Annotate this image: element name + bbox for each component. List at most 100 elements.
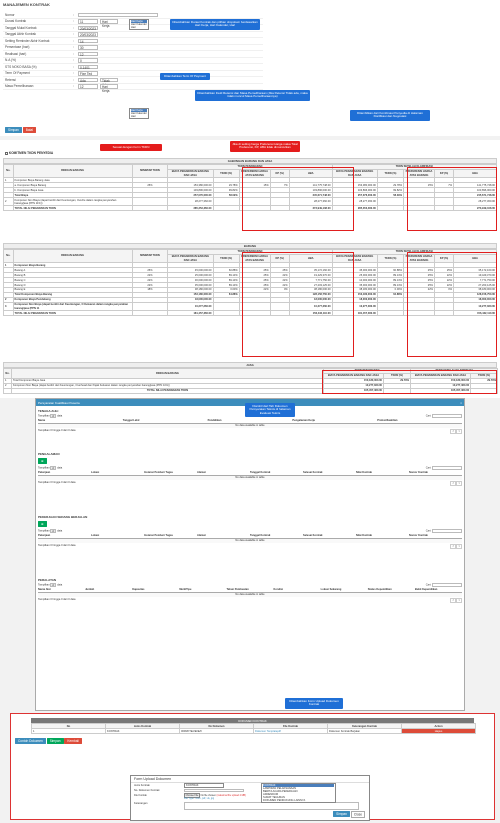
dropdown-option[interactable]: SURAT TEGURAN (263, 796, 285, 799)
dropdown-option[interactable]: DOKUMEN PENDUKUNG LAINNYA (263, 799, 306, 802)
column-header[interactable]: Alamat (197, 534, 206, 537)
column-header[interactable]: Nomor Kontrak (409, 534, 428, 537)
column-header[interactable]: Tanggal Kontrak (250, 471, 271, 474)
dropdown-option[interactable]: Hari (131, 26, 136, 29)
dropdown-option[interactable]: KONTRAK (263, 784, 334, 787)
choose-file-button[interactable]: Choose File (184, 793, 200, 798)
search-input[interactable] (432, 529, 462, 533)
keterangan-textarea[interactable] (184, 802, 359, 810)
form-input[interactable]: 0 (78, 58, 98, 63)
dropdown-option[interactable]: Hari Kalender (131, 112, 147, 115)
dropdown-option[interactable]: LAMPIRAN PELAKSANAAN (263, 787, 297, 790)
entries-select[interactable]: 10 (50, 529, 57, 533)
column-header[interactable]: Selesai Kontrak (303, 534, 323, 537)
column-header[interactable]: Merk/Tipe (179, 588, 192, 591)
jenis-select[interactable]: KONTRAK (184, 783, 224, 788)
highlight-box (242, 252, 354, 357)
column-header[interactable]: Instansi Pemberi Tugas (144, 534, 173, 537)
column-header[interactable]: Nomor Kontrak (409, 471, 428, 474)
column-header[interactable]: Pekerjaan (38, 471, 51, 474)
maintenance-dropdown[interactable]: Hari Kerja Hari Kalender Hari (129, 108, 149, 119)
cancel-button[interactable]: Batal (22, 127, 36, 133)
dropdown-option[interactable]: BERITA ACARA PEKERJAAN (263, 790, 298, 793)
column-header[interactable]: Alamat (197, 471, 206, 474)
file-link[interactable]: Dokumen Templatepdf (253, 728, 328, 735)
back-button[interactable]: Kembali (64, 738, 82, 745)
column-header[interactable]: Bukti Kepemilikan (414, 588, 438, 591)
jenis-options[interactable]: KONTRAK LAMPIRAN PELAKSANAAN BERITA ACARA … (261, 783, 336, 803)
form-input[interactable]: 12 (78, 51, 98, 56)
duration-dropdown[interactable]: Hari Kerja Hari Kalender Hari (129, 19, 149, 30)
search-label: Cari: (425, 414, 432, 418)
prev-button[interactable]: < (450, 428, 456, 434)
column-header[interactable]: Jumlah (85, 588, 95, 591)
form-separator: : (73, 25, 74, 30)
no-dokumen-input[interactable] (184, 788, 244, 793)
checkbox-icon[interactable] (5, 151, 8, 155)
table-cell (269, 197, 290, 207)
column-header[interactable]: Instansi Pemberi Tugas (144, 471, 173, 474)
form-input[interactable]: 30 (78, 45, 98, 50)
upload-close-button[interactable]: Close (350, 810, 365, 818)
form-input[interactable]: 12 (78, 84, 98, 89)
column-header[interactable]: Pendidikan (207, 419, 222, 422)
sample-document-button[interactable]: Contoh Dokumen (15, 738, 46, 745)
close-icon[interactable]: × (460, 400, 462, 405)
dropdown-option[interactable]: Hari Kerja (131, 109, 147, 112)
entries-select[interactable]: 10 (50, 466, 57, 470)
form-select[interactable]: Hari Kerja (100, 19, 118, 28)
search-input[interactable] (432, 414, 462, 418)
column-header[interactable]: Kondisi (273, 588, 284, 591)
next-button[interactable]: > (456, 597, 462, 603)
add-button[interactable]: ⊕ (38, 521, 47, 527)
next-button[interactable]: > (456, 480, 462, 486)
form-select[interactable]: Hari Kerja (100, 84, 118, 93)
dropdown-option[interactable]: Hari Kalender (131, 23, 147, 26)
form-input[interactable]: 14 (78, 38, 98, 43)
prev-button[interactable]: < (450, 543, 456, 549)
prev-button[interactable]: < (450, 480, 456, 486)
column-header[interactable]: Lokasi Sekarang (320, 588, 342, 591)
column-header[interactable]: Tahun Pembuatan (226, 588, 249, 591)
save-button[interactable]: Simpan (46, 738, 64, 745)
column-header[interactable]: Lokasi (91, 534, 100, 537)
column-header[interactable]: Tanggal Kontrak (250, 534, 271, 537)
column-header[interactable]: Nilai Kontrak (356, 471, 372, 474)
column-header[interactable]: Pekerjaan (38, 534, 51, 537)
form-input[interactable]: 20/03/2023 (78, 25, 98, 30)
column-header[interactable]: Nilai Kontrak (356, 534, 372, 537)
form-input[interactable]: Fixe Ted (78, 71, 98, 76)
column-header[interactable]: Kapasitas (132, 588, 145, 591)
column-header[interactable]: Selesai Kontrak (303, 471, 323, 474)
form-separator: : (73, 51, 74, 56)
upload-save-button[interactable]: Simpan (333, 811, 350, 817)
next-button[interactable]: > (456, 428, 462, 434)
column-header[interactable]: Status Kepemilikan (367, 588, 392, 591)
search-input[interactable] (432, 466, 462, 470)
highlight-box (322, 370, 497, 394)
column-header[interactable]: Tanggal Lahir (122, 419, 140, 422)
delete-button[interactable]: Hapus (401, 728, 476, 735)
column-header[interactable]: Profesi/Keahlian (377, 419, 398, 422)
column-header[interactable]: Nama (38, 419, 46, 422)
column-header[interactable]: Pengalaman Kerja (292, 419, 315, 422)
form-select[interactable]: Tidak Ada (100, 77, 118, 86)
save-button[interactable]: Simpan (5, 127, 22, 133)
dropdown-option[interactable]: Hari Kerja (131, 20, 147, 23)
dropdown-option[interactable]: ADDENDUM (263, 793, 278, 796)
form-input[interactable]: Ada (78, 77, 98, 82)
column-header[interactable]: Nama Alat (38, 588, 51, 591)
column-header[interactable]: Lokasi (91, 471, 100, 474)
entries-select[interactable]: 10 (50, 414, 57, 418)
prev-button[interactable]: < (450, 597, 456, 603)
entries-select[interactable]: 10 (50, 583, 57, 587)
next-button[interactable]: > (456, 543, 462, 549)
form-input[interactable]: 20/03/2023 (78, 32, 98, 37)
form-input[interactable]: 11 (78, 19, 98, 24)
form-input[interactable]: 0.1401 (78, 64, 98, 69)
form-input[interactable] (78, 12, 158, 17)
table-cell (269, 205, 290, 212)
add-button[interactable]: ⊕ (38, 458, 47, 464)
dropdown-option[interactable]: Hari (131, 115, 136, 118)
search-input[interactable] (432, 583, 462, 587)
